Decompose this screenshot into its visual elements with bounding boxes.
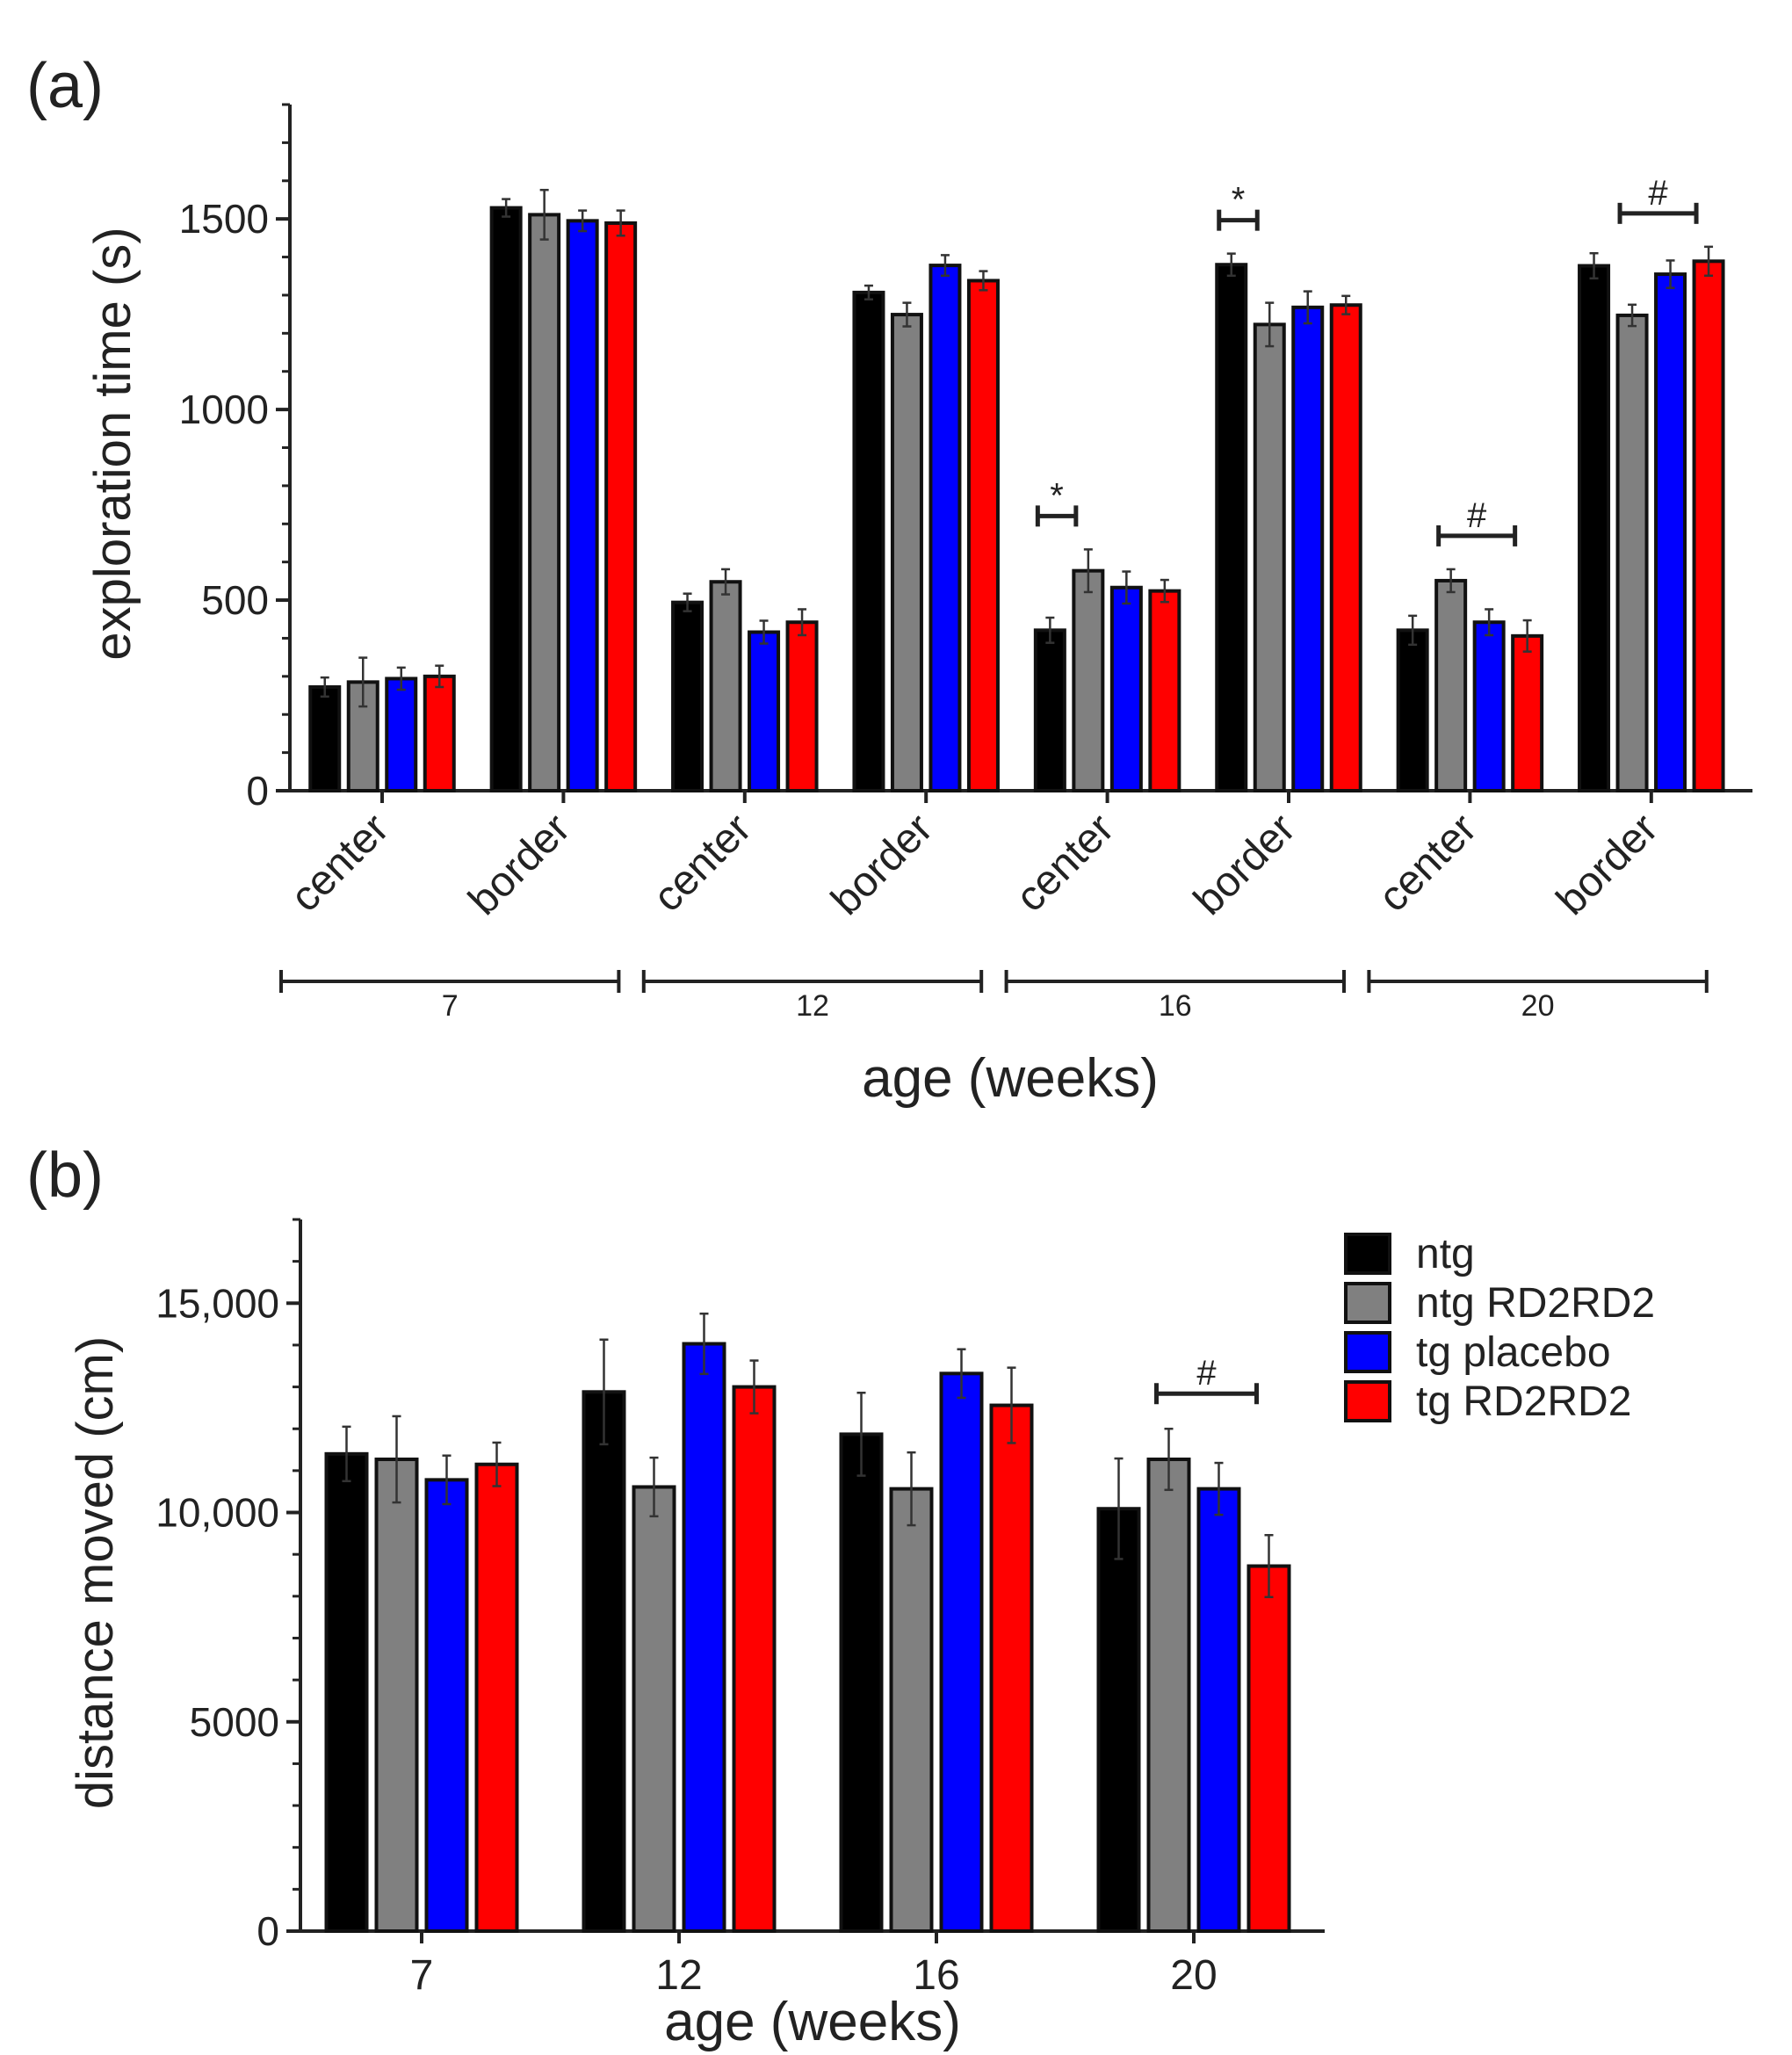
panel-a-plot: 0 500 1000 1500 center border center border cent…: [179, 103, 1752, 1023]
x-category-label: center: [1008, 805, 1124, 921]
bar: [582, 1390, 626, 1933]
y-tick-label: 500: [201, 577, 269, 623]
bar: [732, 1385, 777, 1933]
bar: [1654, 272, 1687, 792]
bar: [939, 1371, 984, 1933]
bar: [632, 1485, 676, 1934]
significance-label: #: [1196, 1354, 1217, 1393]
y-tick-label: 1500: [179, 196, 269, 242]
age-group-label: 20: [1521, 989, 1555, 1023]
x-tick-label: 7: [410, 1952, 434, 1999]
y-tick-label: 1000: [179, 387, 269, 432]
significance-label: *: [1050, 476, 1064, 515]
x-category-label: border: [822, 805, 942, 924]
y-tick-label: 15,000: [155, 1280, 279, 1326]
bar: [682, 1342, 726, 1933]
legend-swatch: [1344, 1233, 1391, 1275]
bar: [385, 677, 418, 792]
bar: [1396, 628, 1429, 792]
x-category-label: border: [1185, 805, 1304, 924]
bar: [929, 264, 962, 792]
bar: [424, 1478, 469, 1934]
bar: [1511, 633, 1544, 793]
bar: [1215, 263, 1248, 792]
legend-label: ntg: [1416, 1231, 1475, 1277]
bar: [1615, 313, 1649, 792]
panel-a-label: (a): [26, 51, 104, 121]
bar: [989, 1403, 1034, 1934]
x-category-label: border: [460, 805, 580, 924]
bar: [748, 630, 781, 792]
age-group-label: 12: [796, 989, 829, 1023]
bar: [528, 213, 561, 793]
bar: [1253, 322, 1286, 792]
bar: [374, 1458, 419, 1934]
bar: [785, 620, 819, 793]
bar: [489, 206, 523, 793]
bar: [966, 279, 1000, 792]
bar: [566, 219, 599, 792]
bar: [1109, 585, 1143, 793]
bar: [604, 221, 638, 792]
x-category-label: center: [1369, 805, 1485, 921]
legend-label: tg RD2RD2: [1416, 1378, 1631, 1425]
bar: [423, 674, 456, 792]
bar: [889, 1487, 934, 1933]
x-category-label: center: [645, 805, 761, 921]
x-category-label: border: [1548, 805, 1667, 924]
y-tick-label: 5000: [190, 1699, 279, 1745]
bar: [1033, 628, 1066, 792]
x-tick-label: 12: [655, 1952, 702, 1999]
x-category-label: center: [282, 805, 398, 921]
panel-b-ylabel: distance moved (cm): [67, 1336, 124, 1809]
y-tick-label: 0: [246, 768, 269, 814]
x-tick-label: 16: [913, 1952, 959, 1999]
panel-b-xlabel: age (weeks): [664, 1992, 961, 2052]
bar: [1072, 568, 1105, 792]
bar: [1329, 303, 1362, 792]
bar: [1148, 589, 1181, 792]
legend-label: ntg RD2RD2: [1416, 1280, 1655, 1327]
panel-a-xlabel: age (weeks): [862, 1048, 1159, 1109]
bar: [1472, 620, 1506, 793]
age-group-label: 16: [1159, 989, 1192, 1023]
bar: [839, 1432, 884, 1934]
legend-swatch: [1344, 1282, 1391, 1324]
panel-a-ylabel: exploration time (s): [84, 227, 141, 660]
y-tick-label: 10,000: [155, 1490, 279, 1536]
bar: [1146, 1458, 1191, 1934]
bar: [671, 600, 705, 792]
bar: [324, 1451, 369, 1933]
x-tick-label: 20: [1170, 1952, 1217, 1999]
bar: [474, 1462, 519, 1934]
bar: [852, 290, 885, 792]
bar: [308, 684, 342, 793]
bar: [709, 580, 742, 792]
bar: [890, 313, 923, 793]
panel-b-plot: 0 5000 10,000 15,000 7 12 16 20 #: [155, 1218, 1325, 1999]
bar: [1434, 578, 1468, 793]
age-group-label: 7: [442, 989, 459, 1023]
bar: [1578, 264, 1611, 793]
bar: [1246, 1564, 1291, 1934]
legend-swatch: [1344, 1331, 1391, 1373]
panel-b-label: (b): [26, 1140, 104, 1211]
bar: [1096, 1507, 1141, 1934]
bar: [1196, 1487, 1241, 1933]
significance-label: #: [1467, 496, 1487, 535]
bar: [1291, 305, 1325, 792]
significance-label: #: [1648, 174, 1668, 213]
y-tick-label: 0: [257, 1908, 279, 1954]
legend-swatch: [1344, 1380, 1391, 1422]
bar: [1692, 259, 1725, 793]
significance-label: *: [1232, 181, 1246, 220]
legend-label: tg placebo: [1416, 1329, 1611, 1376]
